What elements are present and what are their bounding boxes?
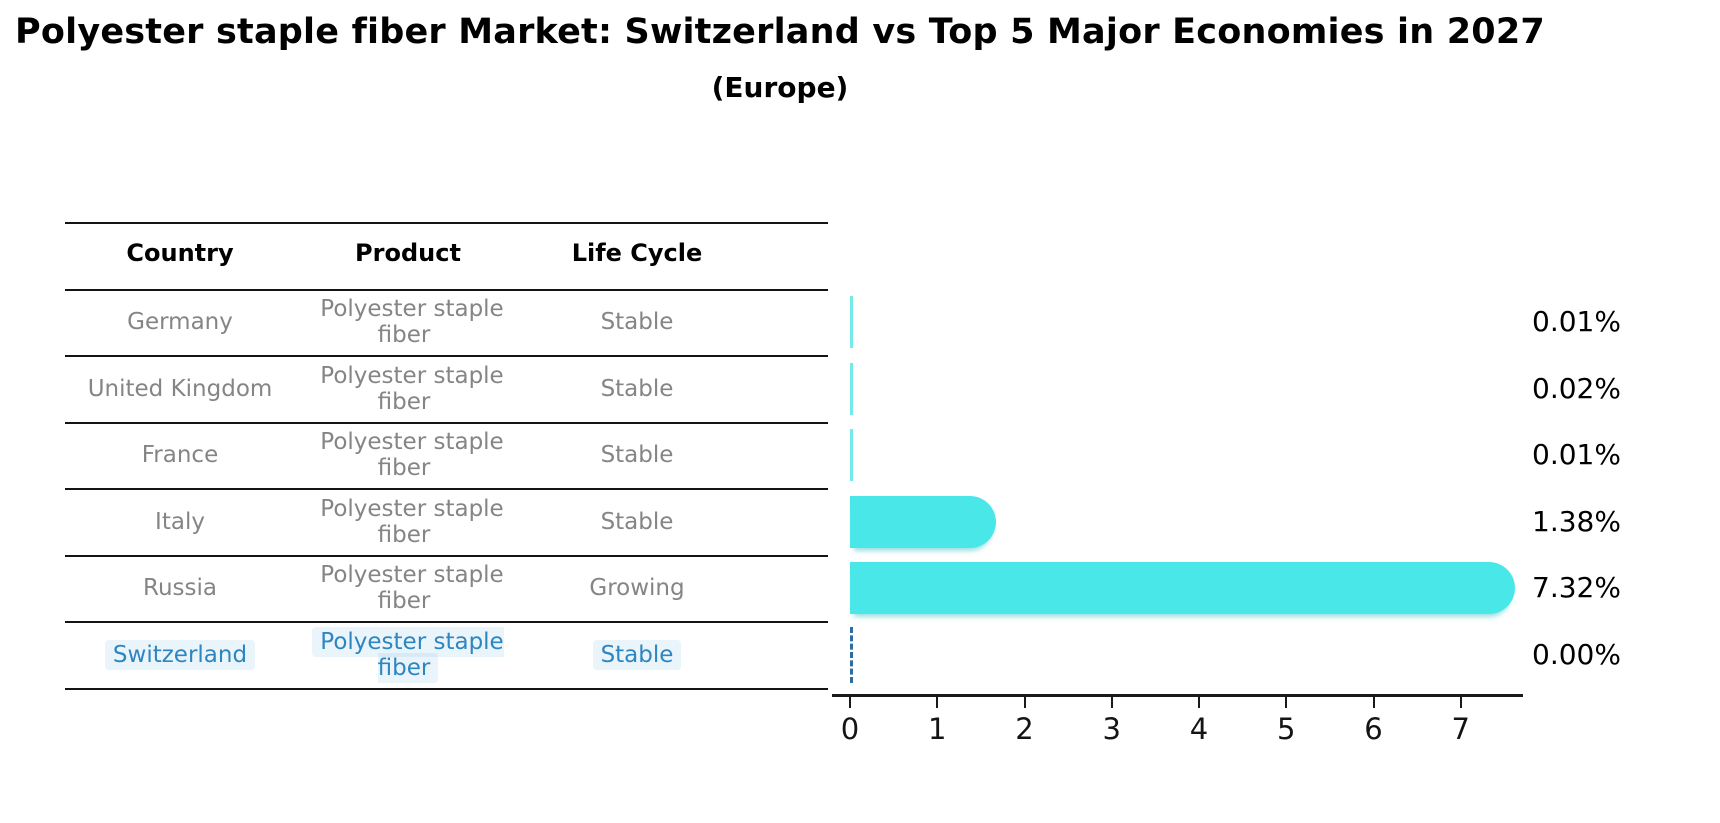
column-header-life-cycle: Life Cycle — [571, 239, 703, 267]
x-axis-tick — [849, 696, 851, 708]
table-row: Italy Polyester staple fiber Stable — [0, 489, 828, 555]
table-divider — [65, 355, 828, 357]
column-header-country: Country — [126, 239, 234, 267]
value-label: 0.00% — [1532, 637, 1621, 671]
bar-united-kingdom — [850, 362, 853, 415]
value-label: 0.01% — [1532, 305, 1621, 338]
table-row: United Kingdom Polyester staple fiber St… — [0, 356, 828, 422]
table-row: France Polyester staple fiber Stable — [0, 422, 828, 488]
bar-germany — [850, 296, 853, 348]
cell-product: Polyester staple fiber — [320, 296, 504, 348]
value-label: 1.38% — [1532, 504, 1621, 538]
table-divider — [65, 289, 828, 291]
bar-france — [850, 429, 853, 481]
x-axis-tick — [936, 696, 939, 708]
cell-product: Polyester staple fiber — [320, 362, 504, 415]
cell-country: France — [141, 442, 219, 468]
value-label: 0.02% — [1532, 371, 1621, 405]
x-axis-tick — [1459, 696, 1462, 708]
cell-country: Russia — [143, 575, 217, 601]
x-axis-tick-label: 6 — [1364, 712, 1383, 746]
value-label: 0.01% — [1532, 438, 1621, 471]
table-row: Russia Polyester staple fiber Growing — [0, 555, 828, 621]
cell-life-cycle: Stable — [600, 508, 674, 535]
cell-country: Germany — [127, 309, 233, 335]
table-divider — [65, 422, 828, 424]
x-axis-tick-label: 7 — [1451, 712, 1470, 746]
cell-life-cycle: Stable — [600, 442, 674, 468]
cell-life-cycle: Stable — [517, 639, 757, 670]
x-axis-tick-label: 0 — [840, 712, 860, 746]
bar-russia — [850, 562, 1515, 614]
x-axis-tick — [1198, 696, 1200, 708]
cell-product: Polyester staple fiber — [320, 429, 504, 481]
cell-country: Italy — [155, 508, 205, 535]
table-row-highlighted: Switzerland Polyester staple fiber Stabl… — [0, 622, 828, 688]
cell-product: Polyester staple fiber — [320, 562, 504, 614]
x-axis-tick-label: 2 — [1015, 712, 1034, 746]
table-divider — [65, 222, 828, 224]
x-axis-tick — [1285, 696, 1288, 708]
chart-subtitle: (Europe) — [711, 71, 849, 104]
x-axis-tick-label: 3 — [1102, 712, 1121, 746]
x-axis-tick — [1110, 696, 1113, 708]
x-axis-tick-label: 5 — [1277, 712, 1296, 746]
table-row: Germany Polyester staple fiber Stable — [0, 289, 828, 355]
table-divider — [65, 688, 828, 690]
cell-life-cycle: Stable — [600, 375, 674, 402]
cell-life-cycle: Growing — [589, 575, 685, 601]
x-axis-tick — [1372, 696, 1375, 708]
x-axis-line — [832, 694, 1523, 697]
cell-product: Polyester staple fiber — [288, 626, 528, 683]
value-label: 7.32% — [1532, 571, 1621, 604]
x-axis-tick-label: 1 — [928, 712, 947, 746]
cell-country: United Kingdom — [87, 375, 273, 402]
column-header-product: Product — [355, 239, 461, 267]
cell-country: Switzerland — [65, 639, 295, 670]
cell-product: Polyester staple fiber — [320, 495, 504, 548]
chart-title: Polyester staple fiber Market: Switzerla… — [15, 12, 1545, 52]
table-divider — [65, 621, 828, 623]
bar-italy — [850, 495, 997, 548]
zero-marker-switzerland — [850, 626, 853, 683]
table-divider — [65, 555, 828, 557]
x-axis-tick — [1023, 696, 1026, 708]
cell-life-cycle: Stable — [600, 309, 674, 335]
x-axis-tick-label: 4 — [1189, 712, 1209, 746]
table-divider — [65, 488, 828, 490]
